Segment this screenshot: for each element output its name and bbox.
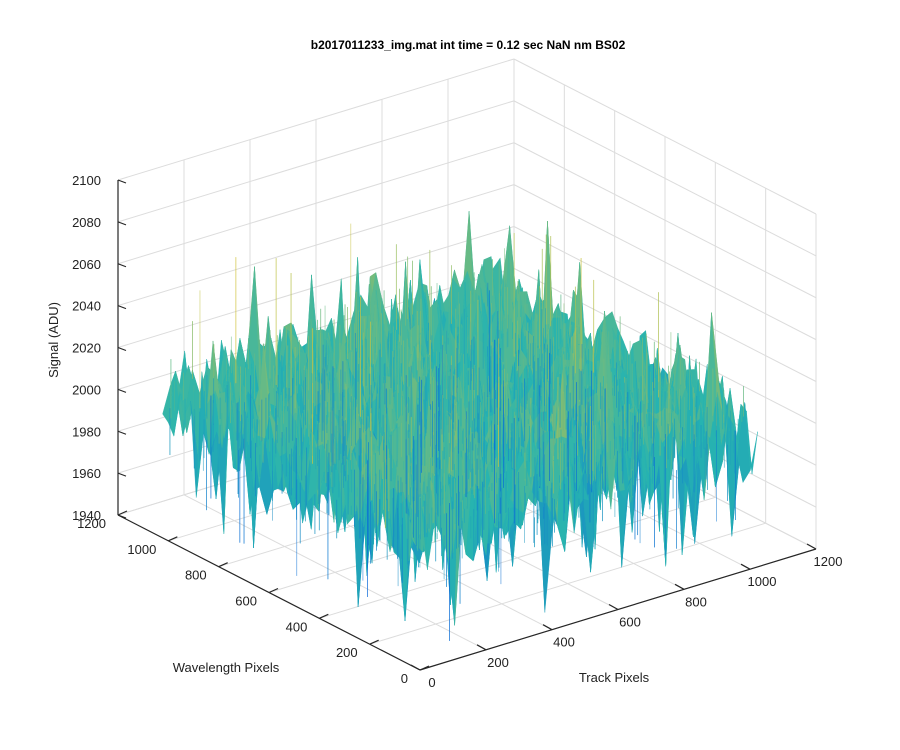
z-tick-label: 1940 — [72, 508, 101, 523]
z-tick — [117, 179, 127, 184]
y-tick — [168, 536, 178, 542]
z-axis-label: Signal (ADU) — [46, 302, 61, 378]
y-axis-label: Wavelength Pixels — [173, 660, 280, 675]
grid-line — [513, 142, 817, 299]
z-tick — [117, 305, 127, 310]
y-tick-label: 800 — [185, 568, 207, 583]
grid-line — [117, 142, 515, 265]
surface-patch — [744, 402, 758, 475]
z-tick-label: 2080 — [72, 215, 101, 230]
x-tick-label: 1000 — [748, 574, 777, 589]
y-tick — [218, 562, 228, 568]
z-tick-label: 2020 — [72, 341, 101, 356]
z-tick-label: 2060 — [72, 257, 101, 272]
y-tick — [117, 510, 128, 516]
grid-line — [117, 58, 515, 181]
z-tick — [117, 430, 127, 435]
grid-line — [117, 100, 515, 223]
x-tick — [740, 563, 751, 570]
x-tick — [608, 603, 619, 611]
x-tick — [410, 664, 421, 671]
x-axis-label: Track Pixels — [579, 670, 650, 685]
y-tick — [369, 639, 379, 645]
z-tick — [117, 263, 127, 268]
z-tick — [117, 346, 127, 352]
z-tick — [117, 221, 127, 226]
grid-line — [513, 267, 817, 424]
z-tick-label: 1960 — [72, 466, 101, 481]
signal-surface — [162, 211, 758, 641]
x-tick — [806, 543, 817, 550]
y-tick — [419, 665, 430, 671]
z-tick — [117, 514, 127, 519]
y-tick-label: 600 — [235, 594, 257, 609]
z-tick-label: 2100 — [72, 173, 101, 188]
axes — [117, 179, 817, 671]
x-tick-label: 0 — [428, 675, 435, 690]
x-tick-label: 1200 — [814, 554, 843, 569]
x-tick-label: 800 — [685, 594, 707, 609]
y-tick-label: 1200 — [77, 516, 106, 531]
grid-line — [513, 184, 817, 341]
x-tick-label: 600 — [619, 615, 641, 630]
grid-line — [513, 226, 817, 382]
grid-line — [319, 496, 716, 619]
grid-line — [117, 184, 515, 307]
x-tick — [674, 583, 685, 590]
x-tick-label: 200 — [487, 655, 509, 670]
z-tick-label: 1980 — [72, 424, 101, 439]
y-tick-label: 200 — [336, 645, 358, 660]
y-tick-label: 0 — [401, 671, 408, 686]
tick-labels: 0 200 400 600 800 1000 1200 0 200 400 600 800 1000 12… — [72, 173, 842, 690]
z-tick-label: 2040 — [72, 299, 101, 314]
grid-line — [513, 100, 817, 257]
z-tick — [117, 472, 127, 477]
x-tick-label: 400 — [553, 635, 575, 650]
y-tick — [268, 587, 279, 594]
y-tick-label: 1000 — [127, 542, 156, 557]
x-tick — [542, 624, 553, 631]
x-tick — [476, 644, 487, 651]
z-tick — [117, 388, 127, 393]
grid-line — [117, 226, 515, 348]
y-tick-label: 400 — [286, 619, 308, 634]
y-tick — [319, 613, 329, 619]
z-tick-label: 2000 — [72, 382, 101, 397]
grid-line — [513, 58, 817, 215]
grid-line — [369, 522, 766, 645]
chart-title: b2017011233_img.mat int time = 0.12 sec … — [311, 38, 626, 52]
